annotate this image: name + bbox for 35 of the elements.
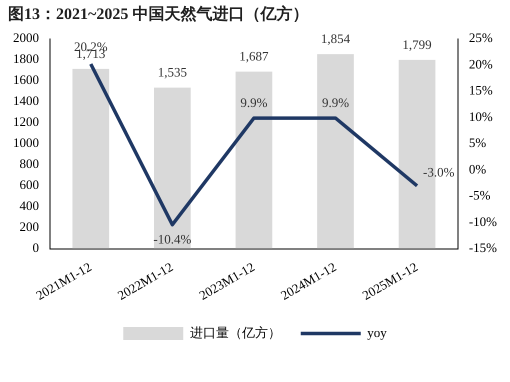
y-tick-label: 400 [20,198,39,214]
y2-tick-label: 10% [468,108,493,124]
y-tick-label: 1000 [13,135,39,150]
data-label: 1,687 [239,48,270,64]
y2-tick-label: -10% [468,214,498,229]
bar [154,88,191,249]
y2-tick-label: 0% [468,161,486,176]
data-label: -10.4% [153,232,192,247]
y-tick-label: 0 [32,240,39,256]
data-label: 1,799 [402,36,432,52]
y-tick-label: 1600 [13,72,39,88]
data-label: -3.0% [423,164,455,180]
y-tick-label: 1200 [13,114,39,130]
y-tick-label: 2000 [13,30,39,46]
chart-title: 图13：2021~2025 中国天然气进口（亿方） [8,4,308,25]
data-label: 9.9% [240,94,268,110]
y2-tick-label: -5% [468,188,491,203]
bar [72,68,110,249]
y2-tick-label: 25% [468,30,493,46]
y2-tick-label: 20% [468,56,493,72]
data-label: 1,854 [320,31,351,46]
y-tick-label: 600 [20,177,39,192]
legend-label: 进口量（亿方） [190,324,281,340]
y2-tick-label: 5% [468,135,486,150]
y2-tick-label: 15% [468,82,493,98]
y-tick-label: 1800 [13,51,39,66]
legend-label: yoy [367,324,388,340]
bar [236,72,272,249]
bar [317,54,354,249]
data-label: 9.9% [322,94,350,110]
y2-tick-label: -15% [468,240,498,256]
data-label: 1,535 [158,64,187,80]
y-tick-label: 800 [20,156,39,172]
y-tick-label: 1400 [13,93,39,108]
y-tick-label: 200 [20,219,39,234]
